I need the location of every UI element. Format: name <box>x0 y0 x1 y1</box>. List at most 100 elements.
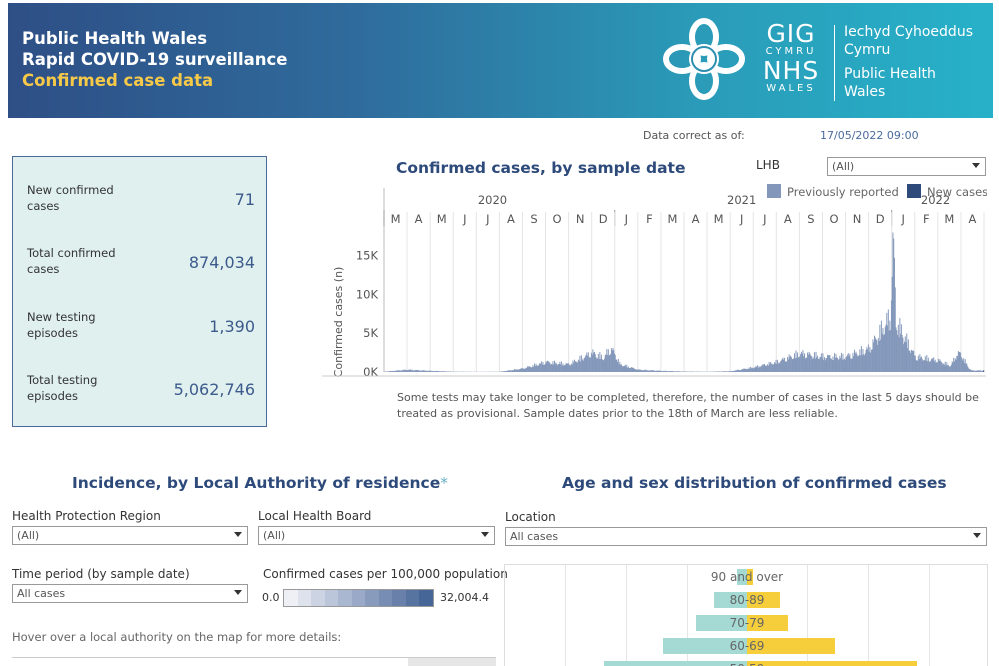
daily-case-bar <box>747 369 749 372</box>
daily-case-bar <box>831 360 833 372</box>
daily-case-bar <box>680 371 682 372</box>
location-select[interactable]: All cases <box>505 527 987 546</box>
data-correct-label: Data correct as of: <box>643 129 745 142</box>
daily-case-bar <box>981 370 983 372</box>
month-tick-label: A <box>969 212 977 226</box>
logo-gig-text: GIG <box>766 19 816 48</box>
daily-case-bar <box>820 356 822 372</box>
daily-case-bar <box>766 366 768 372</box>
daily-case-bar <box>830 358 832 372</box>
daily-case-bar <box>980 370 982 372</box>
female-bar <box>662 638 747 654</box>
age-sex-pyramid-chart[interactable]: 90 and over 80-89 70-79 60-69 50-59 <box>504 564 988 666</box>
map-area[interactable] <box>12 657 496 666</box>
lhb-filter-select[interactable]: (All) <box>827 157 986 176</box>
daily-case-bar <box>881 333 883 372</box>
daily-case-bar <box>520 368 522 372</box>
daily-case-bar <box>799 356 801 372</box>
daily-case-bar <box>505 370 507 372</box>
daily-case-bar <box>630 367 632 372</box>
daily-case-bar <box>620 364 622 372</box>
daily-case-bar <box>910 349 912 372</box>
daily-case-bar <box>614 354 616 372</box>
daily-case-bar <box>932 359 934 372</box>
daily-case-bar <box>745 368 747 372</box>
daily-case-bar <box>645 370 647 372</box>
daily-case-bar <box>809 353 811 372</box>
chevron-down-icon <box>972 163 980 168</box>
daily-case-bar <box>550 364 552 372</box>
hpr-select[interactable]: (All) <box>12 526 248 545</box>
daily-case-bar <box>750 368 752 372</box>
daily-case-bar <box>567 363 569 372</box>
daily-case-bar <box>579 355 581 372</box>
daily-case-bar <box>574 359 575 372</box>
daily-case-bar <box>683 371 685 372</box>
daily-case-bar <box>662 371 664 372</box>
month-tick-label: A <box>692 212 700 226</box>
footnote-star: * <box>440 474 448 492</box>
daily-case-bar <box>535 363 537 372</box>
logo-cymru-text: CYMRU <box>765 46 817 57</box>
time-period-value: All cases <box>17 587 66 600</box>
month-tick-label: J <box>462 212 466 226</box>
provisional-note: Some tests may take longer to be complet… <box>397 391 979 420</box>
daily-case-bar <box>534 363 535 372</box>
daily-case-bar <box>419 370 421 372</box>
daily-case-bar <box>441 371 443 372</box>
chevron-down-icon <box>234 532 242 537</box>
daily-case-bar <box>815 351 817 372</box>
daily-case-bar <box>638 369 640 372</box>
daily-case-bar <box>607 354 609 372</box>
daily-case-bar <box>874 335 875 372</box>
daily-case-bar <box>581 360 583 372</box>
month-tick-label: N <box>576 212 585 226</box>
daily-case-bar <box>954 361 955 372</box>
daily-case-bar <box>584 357 585 372</box>
daily-case-bar <box>811 359 813 372</box>
daily-case-bar <box>580 355 582 372</box>
daily-case-bar <box>801 353 803 372</box>
daily-case-bar <box>894 287 896 372</box>
daily-case-bar <box>600 358 602 372</box>
daily-case-bar <box>886 312 888 372</box>
month-tick-label: M <box>391 212 401 226</box>
daily-case-bar <box>566 363 568 372</box>
daily-case-bar <box>884 334 885 372</box>
daily-case-bar <box>761 364 763 372</box>
daily-case-bar <box>742 369 744 372</box>
daily-case-bar <box>660 370 662 372</box>
daily-case-bar <box>561 365 563 372</box>
daily-case-bar <box>656 370 658 372</box>
daily-case-bar <box>501 371 503 372</box>
daily-case-bar <box>537 365 539 372</box>
daily-case-bar <box>522 368 524 372</box>
daily-case-bar <box>659 370 661 372</box>
time-period-select[interactable]: All cases <box>12 584 248 603</box>
daily-case-bar <box>953 357 955 372</box>
daily-case-bar <box>817 355 819 372</box>
daily-case-bar <box>976 370 978 372</box>
daily-case-bar <box>431 370 433 372</box>
daily-case-bar <box>569 364 571 372</box>
daily-case-bar <box>650 370 652 372</box>
daily-case-bar <box>401 370 403 372</box>
month-tick-label: A <box>784 212 792 226</box>
month-tick-label: J <box>762 212 766 226</box>
daily-case-bar <box>827 354 829 372</box>
male-bar <box>747 569 754 585</box>
daily-case-bar <box>763 364 765 372</box>
daily-case-bar <box>890 329 892 372</box>
daily-case-bar <box>440 371 442 372</box>
daily-case-bar <box>844 359 846 372</box>
daily-case-bar <box>958 352 960 372</box>
ramp-swatch <box>351 590 365 606</box>
lhb-select[interactable]: (All) <box>258 526 495 545</box>
daily-case-bar <box>667 371 669 372</box>
daily-case-bar <box>907 339 909 372</box>
daily-case-bar <box>414 370 415 372</box>
ramp-swatch <box>324 590 338 606</box>
daily-case-bar <box>827 355 829 372</box>
daily-case-bar <box>821 357 823 372</box>
